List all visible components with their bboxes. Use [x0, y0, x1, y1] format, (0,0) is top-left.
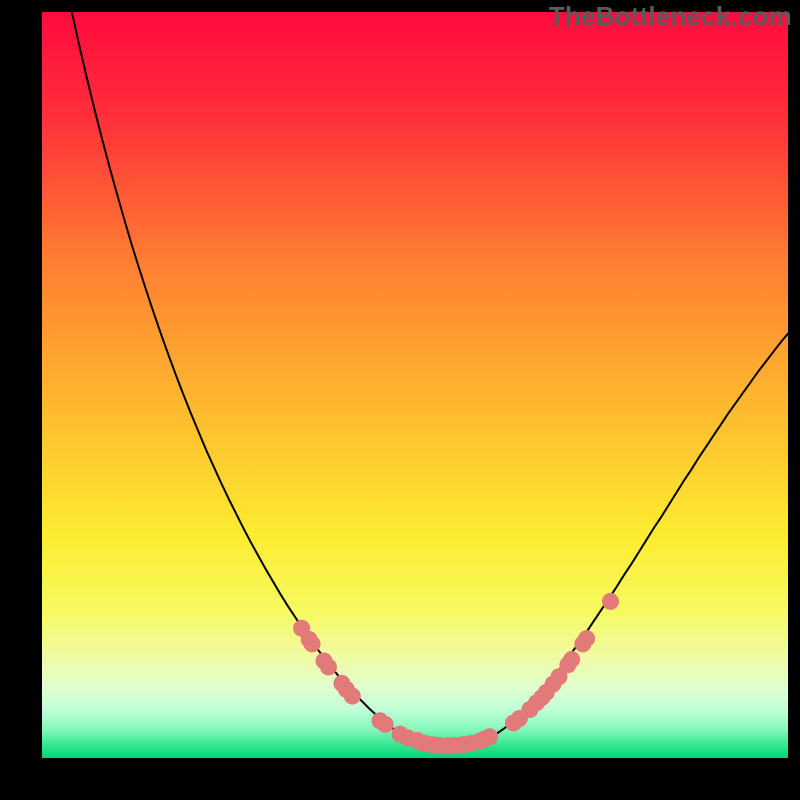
data-marker: [481, 728, 498, 745]
data-marker: [304, 635, 321, 652]
data-marker: [578, 630, 595, 647]
data-marker: [377, 716, 394, 733]
data-marker: [320, 658, 337, 675]
plot-background: [42, 12, 788, 758]
data-marker: [344, 688, 361, 705]
watermark-text: TheBottleneck.com: [549, 1, 792, 32]
bottleneck-chart: [0, 0, 800, 800]
data-marker: [563, 651, 580, 668]
chart-frame: TheBottleneck.com: [0, 0, 800, 800]
data-marker: [602, 593, 619, 610]
